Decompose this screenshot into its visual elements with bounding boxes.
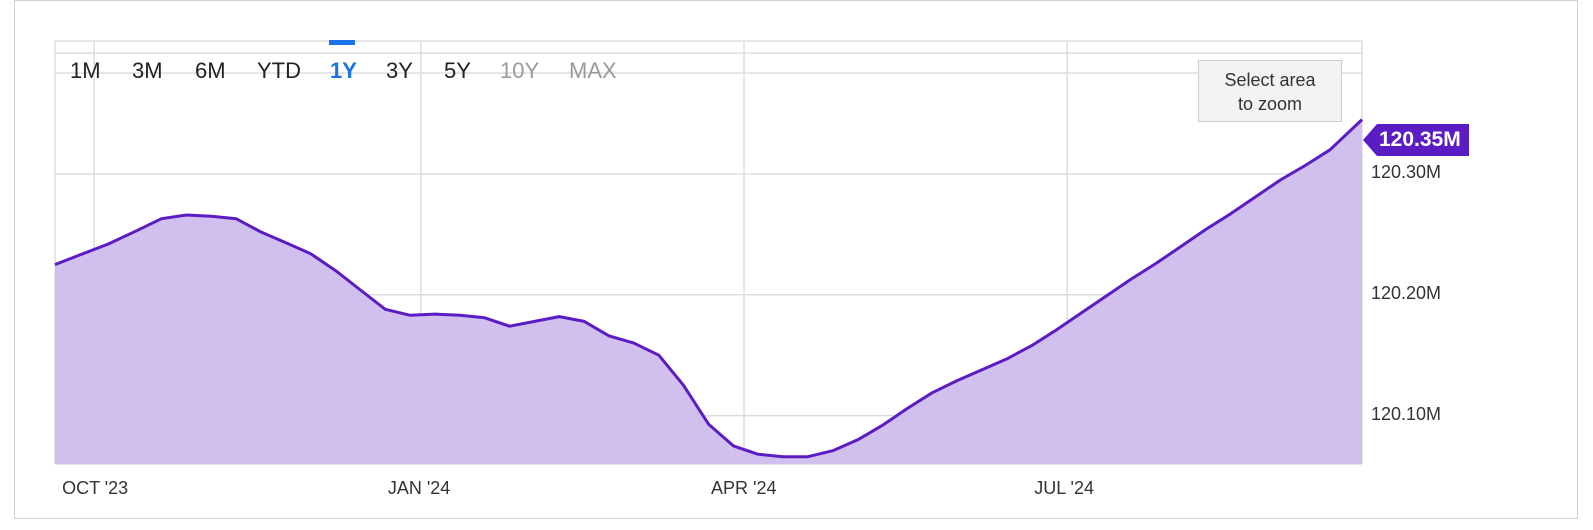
range-button-5y[interactable]: 5Y — [444, 58, 471, 83]
x-tick-label: JUL '24 — [1034, 478, 1095, 498]
range-button-1m[interactable]: 1M — [70, 58, 101, 83]
y-tick-label: 120.10M — [1371, 403, 1442, 424]
zoom-hint-line2: to zoom — [1237, 94, 1303, 114]
area-series — [54, 118, 1364, 464]
badge-pointer-icon — [1363, 124, 1377, 156]
y-tick-label: 120.20M — [1371, 282, 1442, 303]
series-area-fill — [55, 119, 1362, 464]
range-button-max: MAX — [569, 58, 617, 83]
y-tick-label: 120.30M — [1371, 161, 1442, 182]
x-tick-label: OCT '23 — [62, 478, 129, 498]
zoom-hint-box: Select area to zoom — [1198, 60, 1342, 122]
zoom-hint-line1: Select area — [1224, 70, 1316, 90]
range-button-6m[interactable]: 6M — [195, 58, 226, 83]
last-value-label: 120.35M — [1377, 124, 1469, 156]
range-button-ytd[interactable]: YTD — [257, 58, 301, 83]
x-tick-label: APR '24 — [711, 478, 777, 498]
range-button-10y: 10Y — [500, 58, 540, 83]
range-button-3y[interactable]: 3Y — [386, 58, 413, 83]
series-line — [54, 118, 1364, 459]
x-tick-label: JAN '24 — [387, 478, 451, 498]
last-value-badge: 120.35M — [1363, 124, 1469, 156]
range-button-3m[interactable]: 3M — [132, 58, 163, 83]
range-button-1y[interactable]: 1Y — [330, 58, 357, 83]
active-range-indicator — [329, 40, 355, 45]
